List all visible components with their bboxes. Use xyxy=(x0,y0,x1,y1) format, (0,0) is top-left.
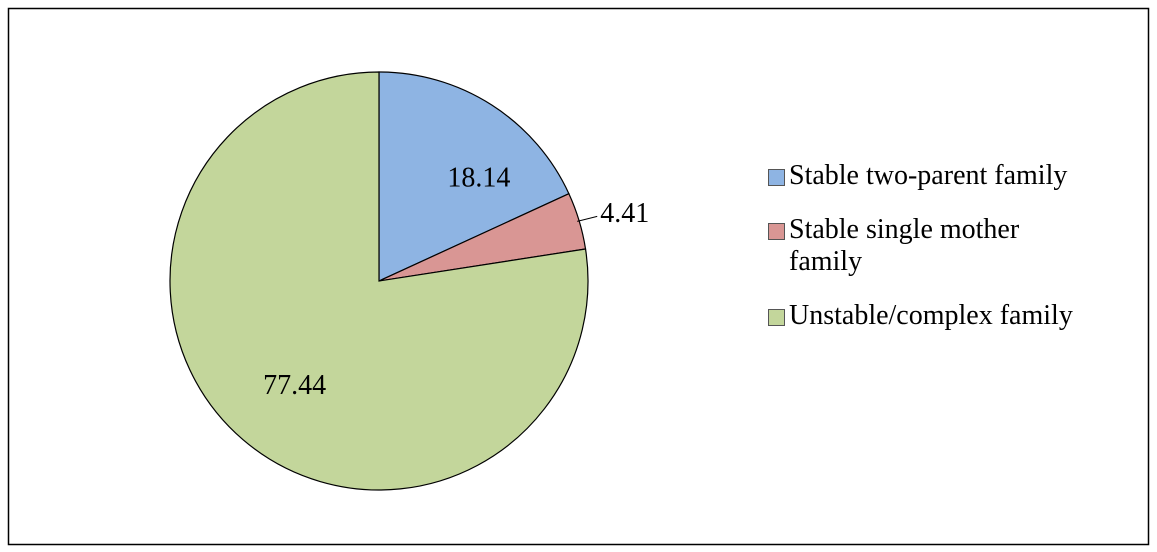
legend-entry: Stable two-parent family xyxy=(768,160,1148,192)
data-label: 4.41 xyxy=(600,198,649,229)
pie-slice xyxy=(378,71,570,282)
legend-swatch xyxy=(768,223,785,240)
legend-label: Stable single mother family xyxy=(789,214,1020,277)
legend-swatch xyxy=(768,309,785,326)
legend-label: Unstable/complex family xyxy=(789,300,1073,331)
legend-label: Stable two-parent family xyxy=(789,160,1068,191)
legend-swatch xyxy=(768,169,785,186)
legend-entry: Stable single mother family xyxy=(768,214,1148,278)
legend-entry: Unstable/complex family xyxy=(768,300,1148,332)
leader-line xyxy=(577,215,598,222)
data-label: 18.14 xyxy=(447,162,510,193)
data-label: 77.44 xyxy=(263,370,326,401)
legend: Stable two-parent family Stable single mo… xyxy=(768,160,1148,354)
pie-slice xyxy=(169,71,589,491)
